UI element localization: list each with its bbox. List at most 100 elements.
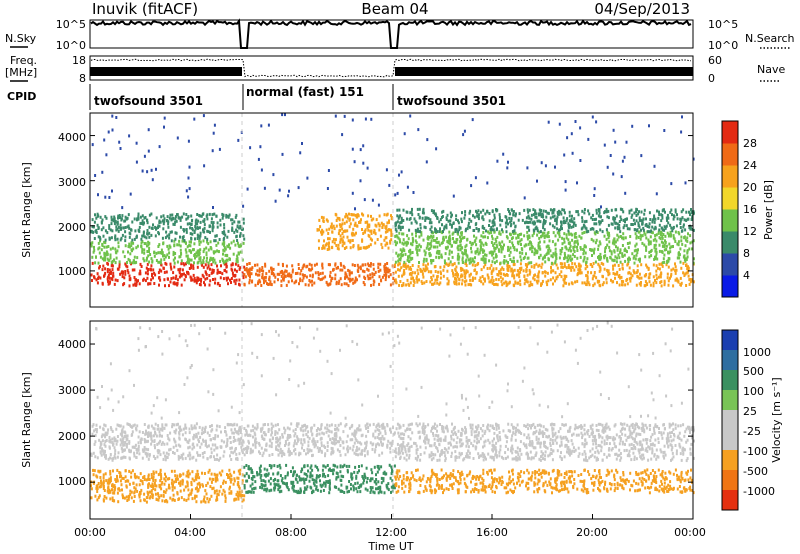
power-cell <box>194 237 196 241</box>
power-cell <box>411 243 414 247</box>
power-cell <box>154 225 157 229</box>
power-cell <box>210 220 213 224</box>
power-cell <box>484 260 487 264</box>
power-cell <box>530 261 533 265</box>
velocity-cell <box>230 491 233 495</box>
power-cell <box>165 230 168 234</box>
power-cell <box>342 235 345 239</box>
velocity-cell <box>162 451 165 455</box>
power-cell <box>563 208 566 212</box>
power-cell <box>113 282 116 286</box>
power-cell <box>387 246 390 250</box>
power-cell <box>472 229 475 232</box>
power-cell <box>390 238 393 242</box>
velocity-cell <box>165 423 168 427</box>
power-cell <box>563 256 566 260</box>
power-cell <box>598 220 601 224</box>
velocity-cell <box>126 499 129 502</box>
power-cell <box>507 208 510 211</box>
power-cell <box>613 219 616 223</box>
power-cell <box>207 230 210 234</box>
power-cell <box>563 279 566 283</box>
power-cell <box>150 212 153 216</box>
power-cell <box>353 223 356 227</box>
power-cell <box>130 244 133 248</box>
velocity-cell <box>114 452 117 456</box>
power-cell <box>317 276 320 280</box>
power-cell <box>239 266 242 270</box>
power-cell <box>526 234 529 238</box>
velocity-cell <box>337 487 340 491</box>
power-cell <box>654 279 656 282</box>
power-cell <box>668 233 671 237</box>
power-cell <box>188 187 191 191</box>
power-cell <box>278 272 281 276</box>
power-cell <box>626 250 628 254</box>
power-cell <box>270 272 273 276</box>
velocity-cell <box>198 425 201 429</box>
power-cell <box>452 237 454 240</box>
power-cell <box>111 229 114 233</box>
power-cell <box>241 271 244 275</box>
power-cell <box>665 248 668 251</box>
velocity-cell <box>117 500 120 504</box>
power-cell <box>562 216 565 220</box>
power-cell <box>211 229 214 233</box>
power-cell <box>169 230 172 234</box>
power-cell <box>460 274 463 278</box>
power-cell <box>108 271 111 275</box>
power-cell <box>666 218 668 222</box>
power-cell <box>536 229 539 233</box>
power-cell <box>606 259 609 263</box>
power-cell <box>567 224 570 227</box>
power-cell <box>463 269 466 273</box>
power-cell <box>377 203 380 207</box>
power-cell <box>381 225 384 229</box>
power-cell <box>439 218 442 222</box>
velocity-cell <box>151 485 153 488</box>
power-cell <box>401 249 404 253</box>
power-cell <box>598 283 601 287</box>
power-cell <box>622 237 625 241</box>
power-cell <box>222 237 225 241</box>
power-cell <box>424 219 427 222</box>
power-cell <box>330 222 333 226</box>
velocity-cell <box>274 483 277 487</box>
velocity-cell <box>203 472 206 475</box>
power-cell <box>99 237 102 241</box>
power-cell <box>346 216 349 220</box>
power-cell <box>546 251 549 255</box>
power-cell <box>331 226 334 230</box>
power-cell <box>519 255 522 259</box>
velocity-cell <box>154 457 157 460</box>
velocity-cell <box>99 469 102 473</box>
beam-title: Beam 04 <box>361 0 428 18</box>
power-cell <box>470 184 473 188</box>
power-cell <box>415 234 417 238</box>
power-cell <box>450 250 453 254</box>
power-cell <box>516 248 518 252</box>
velocity-cell <box>220 430 222 434</box>
power-cell <box>607 209 610 213</box>
power-cell <box>564 254 566 257</box>
power-cell <box>153 251 156 255</box>
power-cell <box>493 283 496 286</box>
power-cell <box>451 213 453 217</box>
velocity-cell <box>206 431 209 435</box>
power-cell <box>93 245 95 249</box>
power-cell <box>353 160 356 164</box>
velocity-cell <box>124 469 127 473</box>
power-cell <box>539 247 542 251</box>
power-cell <box>613 242 616 246</box>
power-cell <box>551 261 553 265</box>
power-cell <box>408 283 411 287</box>
power-cell <box>96 223 99 227</box>
power-cell <box>148 213 151 217</box>
power-cell <box>362 281 365 284</box>
velocity-cell <box>179 429 182 433</box>
power-cell <box>563 237 566 241</box>
velocity-cell <box>391 467 393 471</box>
power-cell <box>416 251 419 255</box>
power-cell <box>500 272 503 276</box>
power-cell <box>364 220 367 224</box>
